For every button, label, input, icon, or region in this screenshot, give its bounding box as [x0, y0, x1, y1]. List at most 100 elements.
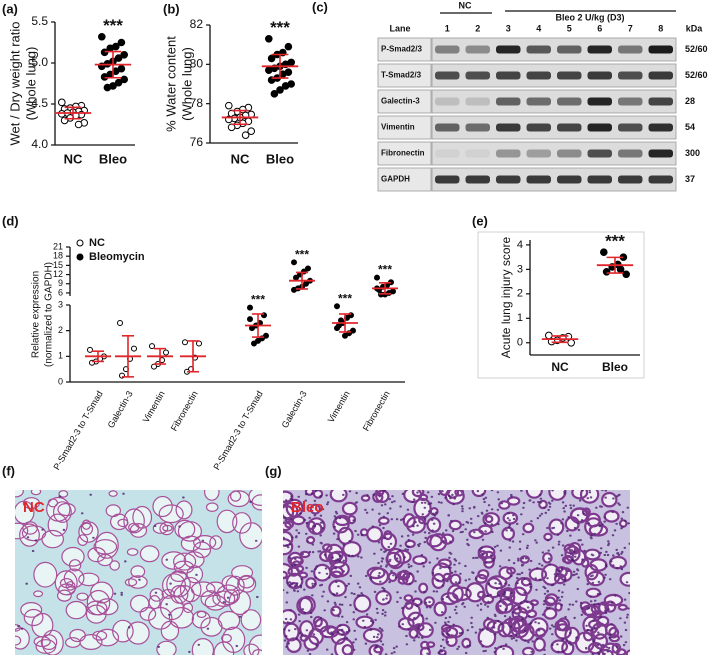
data-point: [100, 48, 109, 57]
row-label: Vimentin: [381, 123, 415, 132]
band: [526, 97, 551, 106]
x-tick-label: Galectin-3: [106, 389, 135, 430]
band: [648, 45, 673, 54]
data-point: [251, 340, 257, 347]
band: [465, 123, 490, 132]
data-point: [87, 346, 93, 353]
y-tick-label: 5.5: [31, 14, 48, 28]
y-tick-label: 0: [58, 376, 63, 386]
data-point: [117, 38, 126, 47]
y-tick-label: 0: [517, 337, 523, 349]
data-point: [247, 127, 255, 135]
panel-label: (c): [312, 0, 328, 14]
row-label: P-Smad2/3: [381, 45, 422, 54]
y-tick-label: 82: [190, 17, 204, 31]
panel-label: (f): [2, 463, 15, 478]
y-tick-label: 3: [517, 263, 523, 275]
y-axis-label: (Whole lung): [23, 47, 38, 121]
band: [618, 149, 643, 158]
data-point: [374, 274, 380, 281]
band: [526, 123, 551, 132]
x-tick-label: P-Smad2-3 to T-Smad: [51, 389, 104, 471]
significance: ***: [605, 232, 625, 251]
data-point: [241, 131, 250, 139]
legend-label: NC: [89, 237, 105, 249]
x-tick-label: Vimentin: [326, 389, 352, 424]
data-point: [103, 83, 112, 92]
band: [435, 71, 460, 80]
y-axis-label: (normalized to GAPDH): [44, 262, 55, 367]
data-point: [291, 286, 297, 293]
panel-label: (e): [472, 213, 488, 228]
y-axis-label: Acute lung injury score: [499, 236, 513, 358]
data-point: [600, 248, 608, 257]
data-point: [291, 259, 297, 266]
band: [465, 45, 490, 54]
row-label-box: [377, 63, 432, 88]
kda-label: 300: [685, 148, 700, 158]
data-point: [247, 316, 253, 323]
data-point: [342, 332, 348, 339]
band: [496, 97, 521, 106]
significance: ***: [338, 291, 352, 305]
lane-number: 6: [597, 23, 602, 33]
panel-label: (b): [163, 1, 180, 16]
band: [496, 123, 521, 132]
micrograph-label: NC: [23, 499, 45, 516]
lane-number: 5: [567, 23, 572, 33]
blot-strip: [431, 167, 677, 192]
band: [587, 149, 612, 158]
x-tick-label: Bleo: [602, 360, 628, 374]
x-tick-label: NC: [231, 151, 250, 166]
data-point: [305, 265, 311, 272]
data-point: [265, 34, 273, 43]
band: [435, 149, 460, 158]
legend-label: Bleomycin: [89, 251, 145, 263]
y-tick-label: 2: [58, 325, 63, 335]
significance: ***: [295, 247, 309, 261]
y-tick-label: 5.0: [31, 55, 48, 69]
blot-strip: [431, 141, 677, 166]
band: [435, 45, 460, 54]
y-tick-label: 4.0: [31, 137, 48, 151]
significance: ***: [251, 293, 265, 307]
x-tick-label: NC: [551, 360, 569, 374]
data-point: [225, 101, 233, 110]
band: [526, 149, 551, 158]
data-point: [622, 270, 631, 279]
data-point: [276, 86, 284, 94]
band: [648, 97, 673, 106]
band: [465, 97, 490, 106]
lane-number: 2: [475, 23, 480, 33]
tissue: [15, 490, 262, 655]
data-point: [58, 98, 66, 107]
data-point: [100, 73, 109, 81]
panel-label: (a): [2, 1, 18, 16]
band: [648, 175, 673, 184]
y-axis-label: Relative expression: [31, 271, 42, 358]
kda-label: 28: [685, 96, 695, 106]
data-point: [270, 90, 279, 98]
band: [496, 175, 521, 184]
band: [557, 71, 582, 80]
data-point: [545, 331, 553, 340]
nuclei: [283, 490, 630, 655]
y-tick-label: 18: [53, 251, 63, 261]
lane-number: 7: [628, 23, 633, 33]
data-point: [149, 343, 155, 350]
x-tick-label: Vimentin: [141, 389, 167, 424]
data-point: [120, 75, 128, 84]
kda-label: 54: [685, 122, 695, 132]
row-label: GAPDH: [381, 175, 410, 184]
x-tick-label: Fibronectin: [169, 389, 200, 433]
data-point: [567, 338, 576, 347]
significance: ***: [270, 18, 290, 37]
band: [435, 123, 460, 132]
kda-label: 52/60: [685, 70, 708, 80]
blot-strip: [431, 63, 677, 88]
y-axis-label: % Water content: [163, 36, 178, 132]
band: [587, 97, 612, 106]
band: [435, 175, 460, 184]
y-tick-label: 78: [190, 96, 204, 110]
